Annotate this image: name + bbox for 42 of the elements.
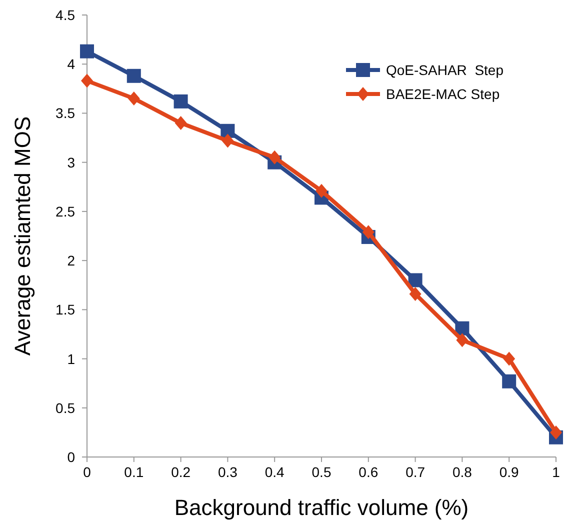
point [222, 134, 234, 148]
y-tick-label: 0 [67, 449, 76, 465]
point [128, 91, 140, 106]
y-tick-label: 4.5 [56, 7, 76, 23]
point [81, 74, 93, 88]
x-tick-label: 0.9 [499, 464, 520, 480]
point [502, 374, 516, 388]
legend-label: BAE2E-MAC Step [386, 86, 500, 102]
x-tick-label: 0.7 [406, 464, 426, 480]
y-tick-label: 2 [67, 252, 76, 269]
point [80, 44, 94, 58]
x-axis-title: Background traffic volume (%) [174, 495, 469, 520]
point [408, 273, 422, 288]
point [456, 333, 468, 348]
point [409, 286, 422, 301]
y-tick-label: 0.5 [56, 400, 76, 416]
y-tick-label: 1 [67, 350, 76, 367]
y-tick-label: 3 [67, 154, 76, 170]
x-tick-label: 0.8 [452, 464, 472, 480]
x-tick-label: 0.1 [124, 464, 144, 480]
point [455, 321, 470, 336]
x-tick-label: 0.5 [312, 464, 332, 480]
point [126, 68, 141, 83]
y-tick-label: 3.5 [56, 105, 76, 122]
point [268, 150, 281, 164]
x-tick-label: 0.3 [218, 464, 238, 480]
x-tick-label: 0 [83, 464, 92, 480]
y-tick-label: 2.5 [56, 203, 76, 220]
y-tick-label: 1.5 [56, 302, 76, 318]
x-tick-label: 1 [552, 464, 560, 480]
y-axis-title: Average estiamted MOS [10, 116, 35, 356]
point [316, 184, 328, 198]
point [550, 425, 562, 440]
point [174, 94, 188, 108]
y-tick-label: 4 [67, 56, 76, 72]
x-tick-label: 0.6 [358, 464, 378, 480]
point [503, 352, 516, 366]
point [174, 116, 187, 130]
x-tick-label: 0.2 [171, 464, 191, 480]
legend-label: QoE-SAHAR Step [386, 62, 504, 78]
x-tick-label: 0.4 [264, 464, 285, 480]
point [362, 225, 374, 240]
